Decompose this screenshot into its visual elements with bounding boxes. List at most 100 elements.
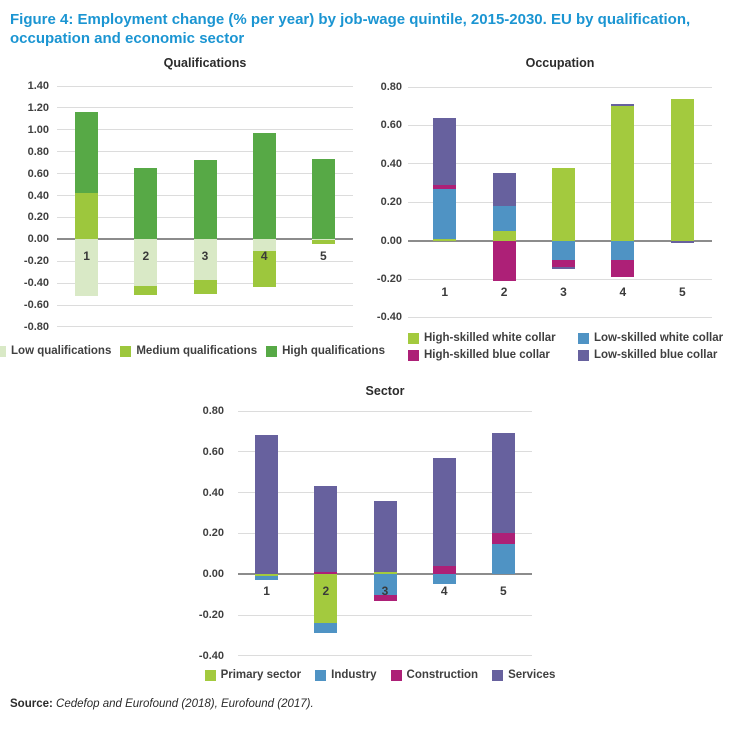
gridline xyxy=(57,107,353,109)
bar-segment xyxy=(314,623,338,634)
legend-item: Industry xyxy=(315,669,377,681)
bar-segment xyxy=(670,98,694,241)
gridline xyxy=(238,410,532,412)
legend-label: High-skilled white collar xyxy=(424,332,556,344)
bar-segment xyxy=(134,286,158,296)
legend-swatch-icon xyxy=(0,345,7,357)
legend-swatch-icon xyxy=(120,345,132,357)
bar-segment xyxy=(670,240,694,243)
bar-segment xyxy=(255,576,279,581)
bar-segment xyxy=(433,117,457,185)
y-axis-tick-label: -0.40 xyxy=(23,277,49,290)
category-label: 4 xyxy=(260,249,268,263)
y-axis-tick-label: -0.20 xyxy=(376,273,402,285)
bar-segment xyxy=(432,566,456,575)
legend-label: Industry xyxy=(331,669,377,681)
legend-swatch-icon xyxy=(408,349,419,361)
gridline xyxy=(57,304,353,306)
legend-item: Construction xyxy=(390,669,479,681)
legend-label: Medium qualifications xyxy=(136,345,258,357)
bar-segment xyxy=(314,486,338,573)
gridline xyxy=(238,492,532,494)
y-axis-tick-label: -0.40 xyxy=(198,649,224,662)
bar-segment xyxy=(252,133,276,240)
legend-item: High-skilled white collar xyxy=(408,332,556,344)
bar-segment xyxy=(193,160,217,240)
bar-segment xyxy=(255,435,279,575)
source-line: Source: Cedefop and Eurofound (2018), Eu… xyxy=(10,698,730,710)
gridline xyxy=(57,85,353,87)
bar-segment xyxy=(75,239,99,297)
bar-segment xyxy=(492,173,516,207)
category-label: 2 xyxy=(142,249,150,263)
bar-segment xyxy=(432,574,456,585)
legend-label: Construction xyxy=(406,669,479,681)
legend-swatch-icon xyxy=(578,349,589,361)
gridline xyxy=(238,655,532,657)
bar-segment xyxy=(492,231,516,241)
legend-swatch-icon xyxy=(390,669,402,681)
category-label: 3 xyxy=(381,584,389,598)
bar-segment xyxy=(433,184,457,189)
y-axis-tick-label: 0.80 xyxy=(27,145,49,158)
bar-segment xyxy=(492,206,516,231)
legend-swatch-icon xyxy=(266,345,278,357)
bar-segment xyxy=(252,251,276,288)
y-axis-tick-label: 0.20 xyxy=(380,196,402,209)
gridline xyxy=(238,614,532,616)
y-axis-tick-label: 0.80 xyxy=(202,405,224,417)
bar-segment xyxy=(193,239,217,280)
gridline xyxy=(57,326,353,328)
legend-item: Low-skilled white collar xyxy=(578,332,723,344)
legend-item: Low qualifications xyxy=(0,345,111,357)
bar-segment xyxy=(311,240,335,244)
chart-title-qualifications: Qualifications xyxy=(163,56,247,70)
category-label: 4 xyxy=(440,584,448,598)
bar-segment xyxy=(432,457,456,567)
bar-segment xyxy=(252,239,276,252)
chart-legend: Primary sector Industry Construction Servic… xyxy=(180,669,580,681)
gridline xyxy=(57,129,353,131)
y-axis-tick-label: 1.20 xyxy=(27,101,49,114)
bar-segment xyxy=(611,259,635,278)
y-axis-tick-label: 0.00 xyxy=(27,233,49,246)
legend-label: Services xyxy=(508,669,556,681)
bar-segment xyxy=(491,543,515,575)
bar-segment xyxy=(314,574,338,624)
legend-label: Low-skilled white collar xyxy=(594,332,724,344)
bar-segment xyxy=(373,500,397,573)
y-axis-tick-label: 0.20 xyxy=(202,527,224,540)
legend-swatch-icon xyxy=(578,332,589,344)
gridline xyxy=(408,124,712,126)
bar-segment xyxy=(433,188,457,239)
legend-item: Primary sector xyxy=(204,669,301,681)
category-label: 5 xyxy=(678,285,686,299)
y-axis-tick-label: 0.00 xyxy=(202,568,224,581)
y-axis-tick-label: 0.20 xyxy=(27,211,49,224)
legend-swatch-icon xyxy=(204,669,216,681)
bar-segment xyxy=(373,574,397,595)
y-axis-tick-label: 0.40 xyxy=(202,486,224,499)
bar-segment xyxy=(611,240,635,260)
bar-segment xyxy=(552,240,575,260)
figure-title: Figure 4: Employment change (% per year)… xyxy=(10,11,691,47)
bar-segment xyxy=(611,104,635,107)
legend-label: Low-skilled blue collar xyxy=(594,349,718,361)
bar-segment xyxy=(373,594,397,601)
category-label: 2 xyxy=(500,285,508,299)
category-label: 5 xyxy=(320,249,327,263)
gridline xyxy=(408,163,712,165)
source-label: Source: xyxy=(10,698,53,710)
legend-item: Medium qualifications xyxy=(120,345,257,357)
y-axis-tick-label: 0.00 xyxy=(380,234,402,247)
bar-segment xyxy=(134,168,158,240)
chart-title-occupation: Occupation xyxy=(525,56,595,70)
source-text: Cedefop and Eurofound (2018), Eurofound … xyxy=(56,698,314,710)
legend-label: High-skilled blue collar xyxy=(424,349,550,361)
bar-segment xyxy=(311,159,335,240)
y-axis-tick-label: 1.00 xyxy=(27,123,49,136)
y-axis-tick-label: -0.40 xyxy=(376,311,402,324)
bar-segment xyxy=(552,267,575,270)
gridline xyxy=(57,151,353,153)
y-axis-tick-label: 0.40 xyxy=(380,157,402,170)
